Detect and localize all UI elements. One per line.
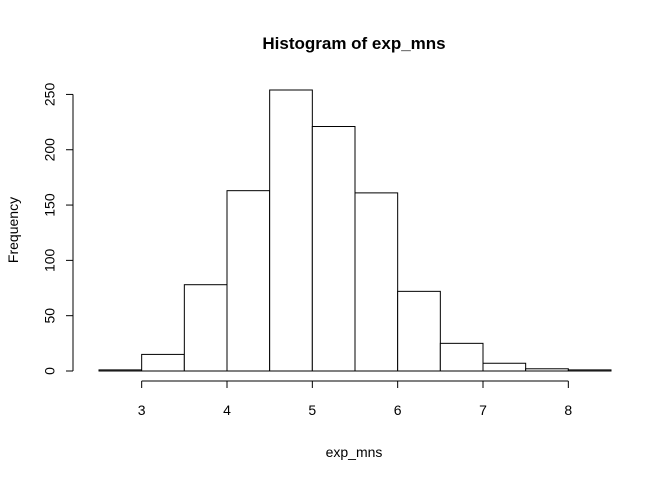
histogram-bar bbox=[141, 353, 185, 372]
bars-group bbox=[98, 89, 612, 372]
x-tick-label: 6 bbox=[394, 402, 402, 418]
x-tick-label: 7 bbox=[479, 402, 487, 418]
histogram-bar bbox=[354, 192, 399, 372]
histogram-bar bbox=[482, 362, 527, 372]
x-axis: 3 4 5 6 7 8 bbox=[138, 380, 572, 418]
x-axis-label: exp_mns bbox=[326, 444, 383, 460]
histogram-bar bbox=[226, 190, 271, 372]
chart-title: Histogram of exp_mns bbox=[262, 34, 445, 53]
histogram-bar bbox=[567, 369, 612, 372]
x-tick-label: 5 bbox=[308, 402, 316, 418]
histogram-bar bbox=[98, 369, 143, 372]
y-tick-label: 0 bbox=[42, 367, 58, 375]
x-tick-label: 8 bbox=[564, 402, 572, 418]
y-tick-label: 250 bbox=[42, 83, 58, 107]
histogram-bar bbox=[311, 126, 356, 372]
x-tick-label: 4 bbox=[223, 402, 231, 418]
histogram-bar bbox=[269, 89, 313, 372]
histogram-bar bbox=[439, 342, 484, 372]
y-tick-label: 50 bbox=[42, 308, 58, 324]
histogram-bar bbox=[525, 368, 569, 372]
histogram-bar bbox=[183, 284, 228, 372]
y-tick-label: 150 bbox=[42, 193, 58, 217]
x-tick-label: 3 bbox=[138, 402, 146, 418]
y-tick-label: 200 bbox=[42, 138, 58, 162]
y-axis: 0 50 100 150 200 250 bbox=[42, 83, 74, 375]
histogram-bar bbox=[397, 290, 441, 372]
y-tick-label: 100 bbox=[42, 248, 58, 272]
y-axis-label: Frequency bbox=[5, 197, 21, 263]
